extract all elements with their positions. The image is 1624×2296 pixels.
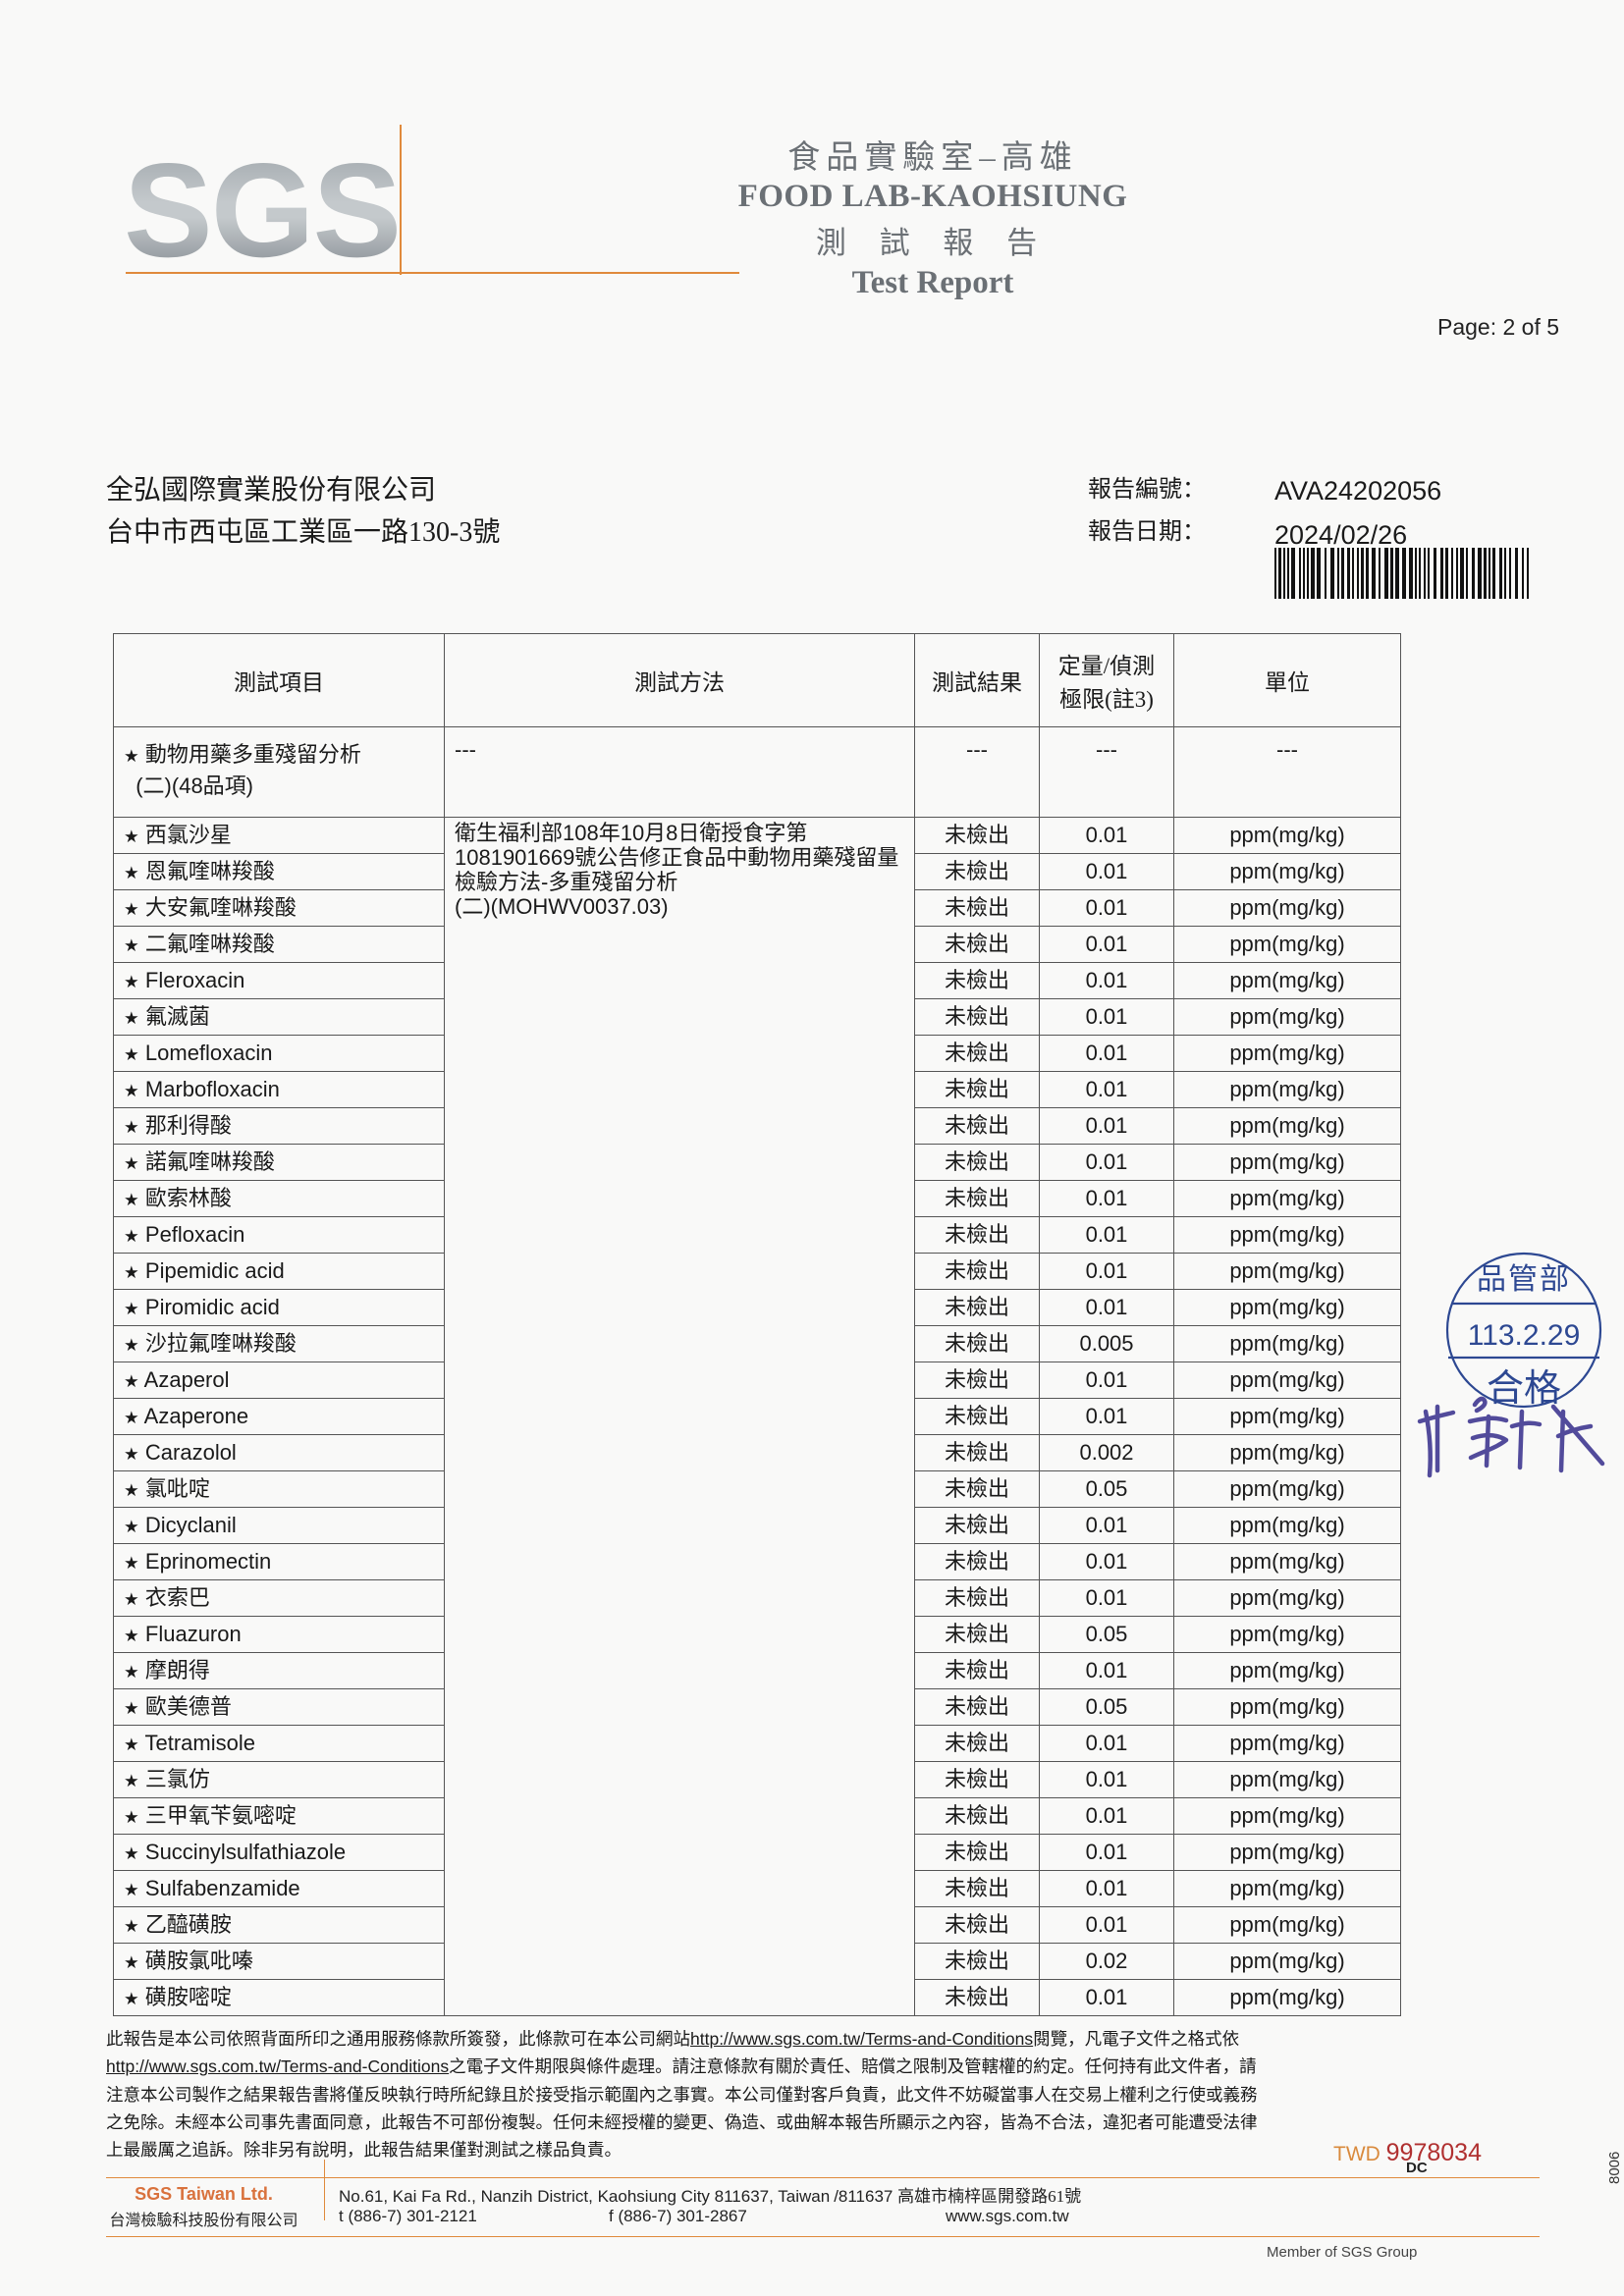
- svg-text:SGS: SGS: [124, 145, 400, 285]
- svg-text:113.2.29: 113.2.29: [1468, 1319, 1581, 1352]
- svg-text:品管部: 品管部: [1477, 1263, 1571, 1296]
